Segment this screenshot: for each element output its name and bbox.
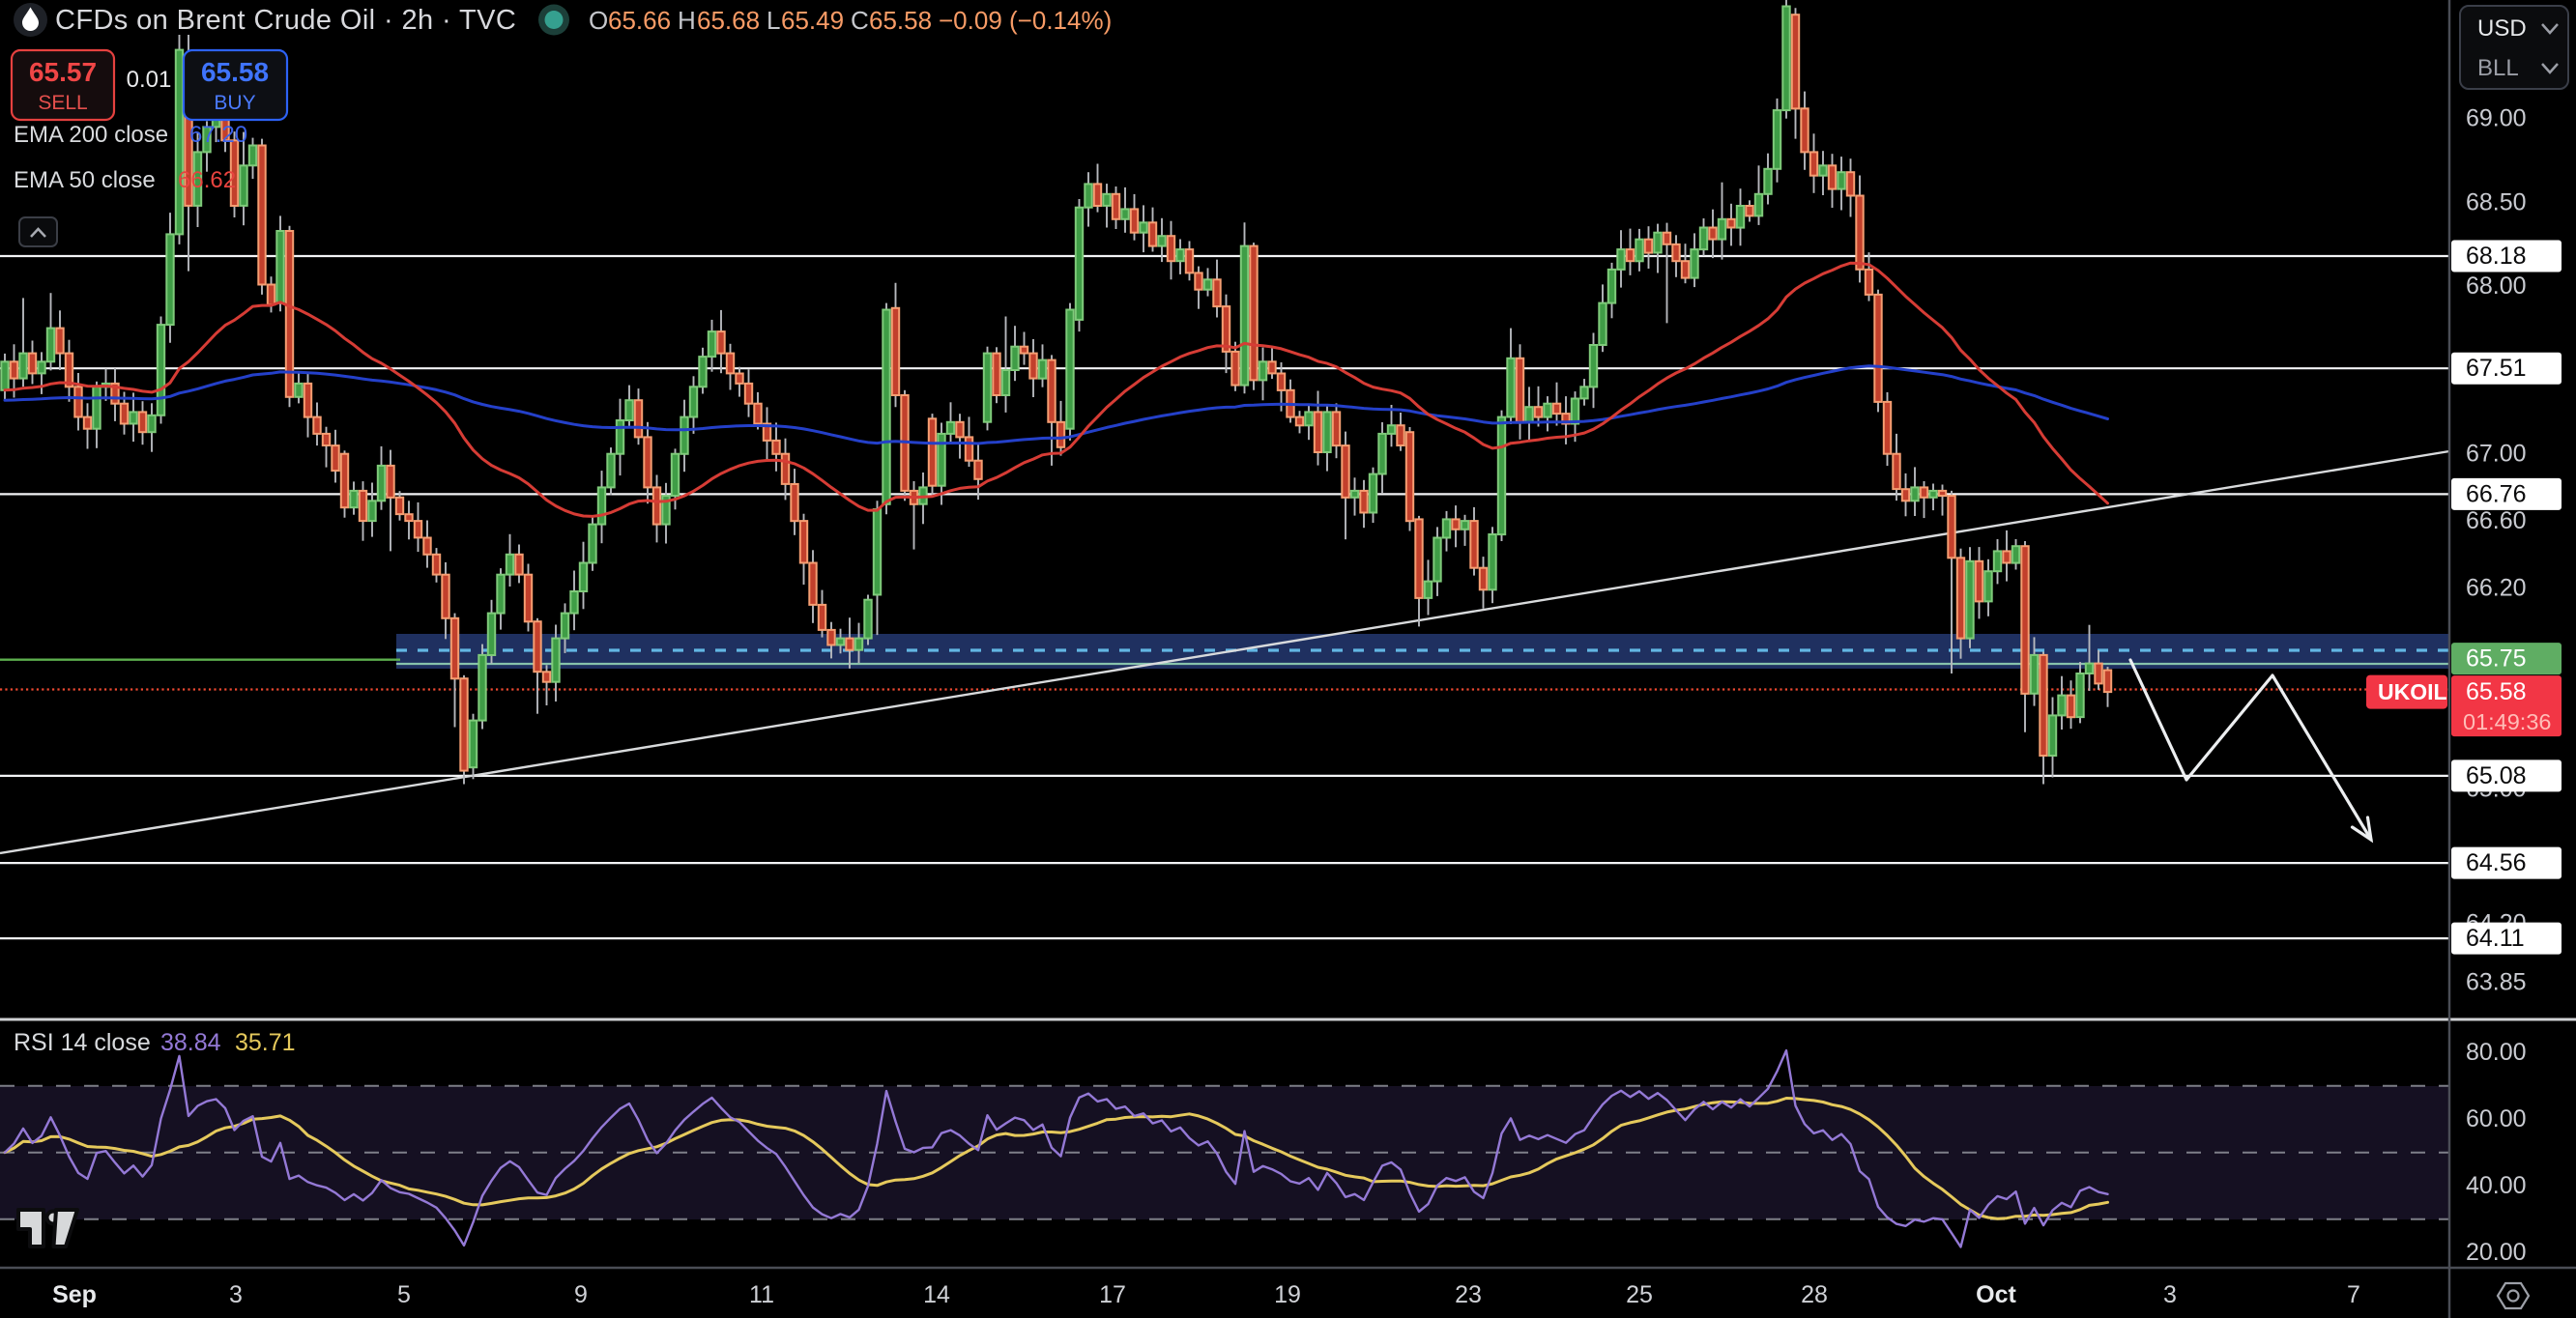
svg-text:65.49: 65.49 [781,6,844,35]
svg-text:O: O [589,6,608,35]
svg-text:69.00: 69.00 [2466,105,2527,132]
svg-text:64.56: 64.56 [2466,849,2527,876]
svg-text:28: 28 [1801,1281,1828,1308]
svg-text:17: 17 [1099,1281,1126,1308]
svg-text:68.00: 68.00 [2466,272,2527,300]
svg-text:RSI 14 close: RSI 14 close [14,1029,151,1056]
svg-text:Sep: Sep [52,1281,97,1308]
svg-text:11: 11 [749,1281,774,1308]
svg-text:0.01: 0.01 [127,67,172,93]
svg-text:EMA 200 close: EMA 200 close [14,122,168,148]
svg-text:66.60: 66.60 [2466,507,2527,534]
svg-text:66.62: 66.62 [178,167,236,193]
svg-text:Oct: Oct [1976,1281,2016,1308]
svg-text:BUY: BUY [214,92,255,114]
svg-text:14: 14 [923,1281,950,1308]
svg-text:7: 7 [2347,1281,2360,1308]
svg-text:68.50: 68.50 [2466,189,2527,216]
svg-text:USD: USD [2477,15,2527,42]
svg-text:64.11: 64.11 [2466,925,2525,952]
svg-text:40.00: 40.00 [2466,1172,2527,1199]
svg-text:60.00: 60.00 [2466,1105,2527,1132]
svg-text:38.84: 38.84 [160,1029,221,1056]
svg-text:35.71: 35.71 [235,1029,296,1056]
svg-text:3: 3 [229,1281,243,1308]
svg-text:C: C [851,6,869,35]
svg-text:65.68: 65.68 [697,6,760,35]
svg-text:67.51: 67.51 [2466,355,2527,382]
svg-text:01:49:36: 01:49:36 [2463,709,2551,734]
svg-text:20.00: 20.00 [2466,1239,2527,1266]
svg-text:65.08: 65.08 [2466,762,2527,789]
svg-text:65.66: 65.66 [608,6,671,35]
svg-text:BLL: BLL [2477,55,2519,81]
svg-text:−0.09 (−0.14%): −0.09 (−0.14%) [939,6,1112,35]
svg-text:9: 9 [574,1281,588,1308]
svg-text:65.58: 65.58 [869,6,932,35]
svg-text:63.85: 63.85 [2466,968,2527,995]
svg-text:H: H [678,6,696,35]
svg-text:65.57: 65.57 [29,57,97,87]
svg-text:65.58: 65.58 [2466,678,2527,705]
svg-text:67.00: 67.00 [2466,441,2527,468]
svg-text:23: 23 [1455,1281,1482,1308]
svg-text:UKOIL: UKOIL [2378,679,2447,704]
svg-text:66.76: 66.76 [2466,480,2527,507]
svg-text:19: 19 [1274,1281,1301,1308]
svg-text:SELL: SELL [38,92,87,114]
svg-text:25: 25 [1626,1281,1653,1308]
svg-text:68.18: 68.18 [2466,243,2527,270]
svg-text:L: L [767,6,780,35]
svg-text:CFDs on Brent Crude Oil · 2h ·: CFDs on Brent Crude Oil · 2h · TVC [55,5,516,36]
svg-text:65.58: 65.58 [201,57,269,87]
svg-text:80.00: 80.00 [2466,1039,2527,1066]
svg-text:5: 5 [397,1281,411,1308]
svg-text:3: 3 [2163,1281,2177,1308]
svg-text:67.20: 67.20 [189,122,247,148]
svg-text:EMA 50 close: EMA 50 close [14,167,156,193]
svg-text:65.75: 65.75 [2466,645,2527,673]
svg-text:66.20: 66.20 [2466,575,2527,602]
